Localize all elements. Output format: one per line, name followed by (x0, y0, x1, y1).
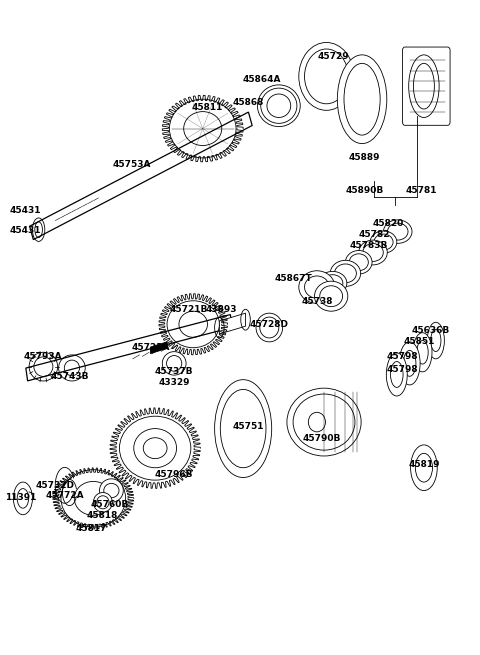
Text: 45721B: 45721B (169, 305, 208, 314)
Ellipse shape (96, 496, 109, 509)
Ellipse shape (427, 322, 444, 359)
Ellipse shape (415, 453, 432, 482)
Ellipse shape (335, 264, 356, 283)
Polygon shape (219, 313, 246, 334)
Text: 45820: 45820 (372, 219, 404, 228)
Ellipse shape (384, 220, 412, 244)
Text: 45868: 45868 (232, 98, 264, 107)
Ellipse shape (346, 251, 372, 274)
Ellipse shape (13, 482, 33, 515)
Text: 45732D: 45732D (36, 481, 75, 490)
Text: 45753A: 45753A (112, 160, 151, 169)
Ellipse shape (410, 445, 437, 491)
Text: 45889: 45889 (348, 153, 380, 162)
Ellipse shape (359, 240, 387, 265)
Ellipse shape (431, 329, 441, 352)
Text: 45743B: 45743B (50, 372, 89, 381)
Ellipse shape (104, 483, 119, 498)
Text: 45729: 45729 (318, 52, 349, 62)
FancyBboxPatch shape (403, 47, 450, 125)
Text: 45798: 45798 (387, 352, 418, 362)
Ellipse shape (93, 493, 112, 512)
Ellipse shape (162, 352, 186, 375)
Ellipse shape (399, 342, 420, 385)
Ellipse shape (299, 43, 354, 110)
Ellipse shape (330, 260, 360, 286)
Polygon shape (26, 314, 232, 381)
Ellipse shape (370, 231, 397, 253)
Text: 45798: 45798 (387, 365, 418, 375)
Text: 45722A: 45722A (131, 343, 169, 352)
Text: 45751: 45751 (232, 422, 264, 431)
Ellipse shape (322, 274, 343, 291)
Ellipse shape (314, 281, 348, 311)
Text: 45783B: 45783B (350, 242, 388, 250)
Ellipse shape (320, 286, 343, 307)
Text: 45867T: 45867T (274, 274, 312, 283)
Text: 45819: 45819 (408, 460, 440, 469)
Text: 45431: 45431 (10, 206, 42, 215)
Text: 45864A: 45864A (243, 75, 281, 84)
Ellipse shape (167, 356, 182, 371)
Text: 45790B: 45790B (302, 434, 341, 443)
Ellipse shape (220, 390, 266, 468)
Ellipse shape (287, 388, 361, 456)
Ellipse shape (299, 271, 335, 303)
Text: 45431: 45431 (10, 227, 42, 235)
Text: 43329: 43329 (158, 379, 190, 388)
Ellipse shape (318, 271, 347, 295)
Text: 11391: 11391 (5, 493, 36, 502)
Ellipse shape (363, 244, 384, 261)
Text: 43893: 43893 (206, 305, 238, 314)
Text: 45737B: 45737B (155, 367, 193, 377)
Text: 45738: 45738 (301, 297, 333, 306)
Polygon shape (150, 342, 167, 354)
Text: 45636B: 45636B (412, 326, 450, 335)
Ellipse shape (337, 55, 387, 143)
Ellipse shape (304, 276, 329, 298)
Ellipse shape (391, 362, 403, 387)
Ellipse shape (99, 479, 123, 502)
Text: 45782: 45782 (358, 230, 390, 238)
Text: 45851: 45851 (404, 337, 435, 346)
Ellipse shape (413, 333, 432, 372)
Ellipse shape (403, 350, 416, 376)
Text: 45796B: 45796B (155, 470, 193, 479)
Text: 45772A: 45772A (46, 491, 84, 500)
Ellipse shape (386, 353, 407, 396)
Ellipse shape (215, 380, 272, 477)
Text: 45728D: 45728D (250, 320, 289, 329)
Ellipse shape (374, 234, 393, 250)
Ellipse shape (260, 317, 279, 338)
Ellipse shape (417, 341, 428, 364)
Ellipse shape (349, 254, 368, 271)
Text: 45817: 45817 (75, 524, 107, 533)
Text: 45760B: 45760B (91, 500, 129, 510)
Text: 45781: 45781 (406, 186, 437, 195)
Ellipse shape (256, 313, 283, 342)
Ellipse shape (387, 223, 408, 240)
Text: 45818: 45818 (86, 511, 118, 520)
Text: 45793A: 45793A (24, 352, 63, 362)
Text: 45890B: 45890B (345, 186, 384, 195)
Polygon shape (30, 112, 252, 240)
Ellipse shape (17, 489, 29, 508)
Text: 45811: 45811 (192, 103, 223, 111)
